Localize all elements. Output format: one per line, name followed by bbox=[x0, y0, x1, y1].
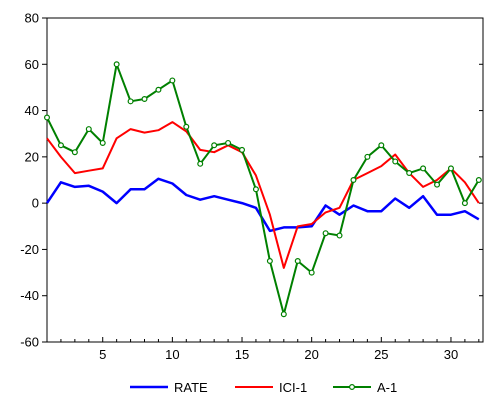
data-point-a-1 bbox=[350, 177, 357, 184]
data-point-a-1 bbox=[113, 61, 120, 68]
legend-label-rate: RATE bbox=[174, 380, 208, 395]
data-point-a-1 bbox=[447, 165, 454, 172]
y-tick-label: 0 bbox=[32, 196, 39, 211]
data-point-a-1 bbox=[475, 177, 482, 184]
data-point-a-1 bbox=[280, 311, 287, 318]
data-point-a-1 bbox=[57, 142, 64, 149]
y-tick-label: 40 bbox=[25, 103, 39, 118]
y-tick-label: 80 bbox=[25, 11, 39, 26]
data-point-a-1 bbox=[252, 186, 259, 193]
data-point-a-1 bbox=[225, 139, 232, 146]
series-line-rate bbox=[45, 177, 480, 233]
data-point-a-1 bbox=[99, 139, 106, 146]
x-tick-label: 25 bbox=[374, 347, 388, 362]
data-point-a-1 bbox=[197, 160, 204, 167]
data-point-a-1 bbox=[461, 200, 468, 207]
y-tick-label: -60 bbox=[20, 335, 39, 350]
legend-marker-a-1 bbox=[349, 384, 356, 391]
data-point-a-1 bbox=[434, 181, 441, 188]
x-tick-label: 20 bbox=[304, 347, 318, 362]
data-point-a-1 bbox=[141, 95, 148, 102]
data-point-a-1 bbox=[336, 232, 343, 239]
data-point-a-1 bbox=[43, 114, 50, 121]
legend-label-a-1: A-1 bbox=[377, 380, 397, 395]
data-point-a-1 bbox=[239, 146, 246, 153]
data-point-a-1 bbox=[406, 170, 413, 177]
legend-label-ici-1: ICI-1 bbox=[279, 380, 307, 395]
data-point-a-1 bbox=[211, 142, 218, 149]
y-tick-label: 60 bbox=[25, 57, 39, 72]
series-line-ici-1 bbox=[46, 121, 480, 269]
x-tick-label: 10 bbox=[165, 347, 179, 362]
plot-frame bbox=[46, 17, 484, 343]
x-tick-label: 5 bbox=[99, 347, 106, 362]
data-point-a-1 bbox=[169, 77, 176, 84]
x-tick-label: 15 bbox=[235, 347, 249, 362]
data-point-a-1 bbox=[392, 158, 399, 165]
y-tick-label: -40 bbox=[20, 288, 39, 303]
data-point-a-1 bbox=[266, 258, 273, 265]
data-point-a-1 bbox=[85, 126, 92, 133]
data-point-a-1 bbox=[127, 98, 134, 105]
data-point-a-1 bbox=[308, 269, 315, 276]
y-tick-label: -20 bbox=[20, 242, 39, 257]
series-line-a-1 bbox=[46, 63, 480, 316]
data-point-a-1 bbox=[378, 142, 385, 149]
data-point-a-1 bbox=[183, 123, 190, 130]
data-point-a-1 bbox=[364, 153, 371, 160]
x-tick-label: 30 bbox=[444, 347, 458, 362]
y-tick-label: 20 bbox=[25, 149, 39, 164]
data-point-a-1 bbox=[294, 258, 301, 265]
data-point-a-1 bbox=[155, 86, 162, 93]
data-point-a-1 bbox=[322, 230, 329, 237]
data-point-a-1 bbox=[420, 165, 427, 172]
data-point-a-1 bbox=[71, 149, 78, 156]
